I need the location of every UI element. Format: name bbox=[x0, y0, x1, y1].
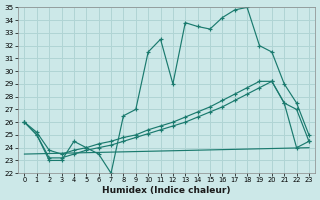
X-axis label: Humidex (Indice chaleur): Humidex (Indice chaleur) bbox=[102, 186, 231, 195]
